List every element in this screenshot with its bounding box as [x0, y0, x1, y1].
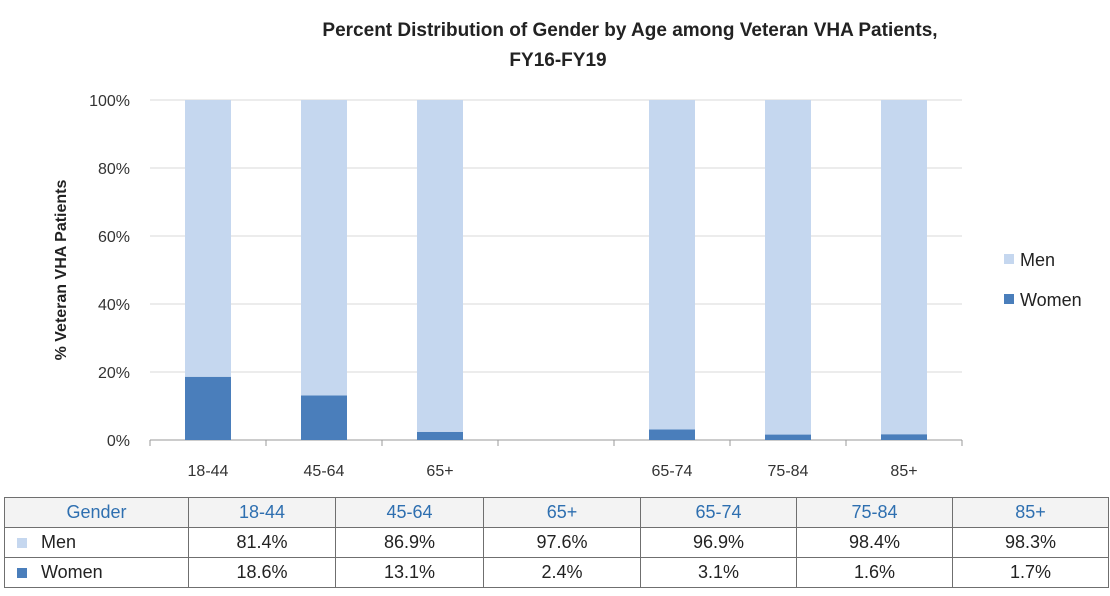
table-cell: 18.6%	[188, 557, 336, 588]
x-tick-label: 65-74	[652, 463, 693, 480]
x-tick-label: 45-64	[304, 463, 345, 480]
row-label-women: Women	[41, 562, 103, 582]
table-cell: 86.9%	[335, 527, 484, 558]
bar-women-85+	[881, 434, 927, 440]
bar-women-75-84	[765, 434, 811, 440]
bar-men-65-74	[649, 100, 695, 430]
table-row-men: Men 81.4% 86.9% 97.6% 96.9% 98.4% 98.3%	[4, 527, 1109, 558]
chart-title-line-1: Percent Distribution of Gender by Age am…	[322, 20, 937, 41]
table-header-cell: 65+	[483, 497, 641, 528]
data-table: Gender 18-44 45-64 65+ 65-74 75-84 85+ M…	[4, 497, 1109, 588]
x-tick-labels: 18-44 45-64 65+ 65-74 75-84 85+	[188, 463, 918, 480]
legend-swatch-men	[1004, 254, 1014, 264]
y-axis-label: % Veteran VHA Patients	[53, 180, 70, 361]
bar-women-65+	[417, 431, 463, 440]
x-tick-label: 85+	[890, 463, 917, 480]
table-row-women: Women 18.6% 13.1% 2.4% 3.1% 1.6% 1.7%	[4, 557, 1109, 588]
bar-men-65+	[417, 100, 463, 432]
legend-label-men: Men	[1020, 250, 1055, 270]
legend-label-women: Women	[1020, 290, 1082, 310]
y-tick-label: 100%	[89, 93, 130, 110]
table-header-cell: 65-74	[640, 497, 797, 528]
table-row-label: Women	[4, 557, 189, 588]
table-cell: 3.1%	[640, 557, 797, 588]
women-swatch	[17, 568, 27, 579]
legend: Men Women	[1004, 250, 1082, 310]
bar-women-65-74	[649, 429, 695, 440]
table-header-cell: 85+	[952, 497, 1109, 528]
table-cell: 98.4%	[796, 527, 953, 558]
men-swatch	[17, 538, 27, 549]
legend-swatch-women	[1004, 294, 1014, 304]
y-tick-label: 0%	[107, 433, 130, 450]
gridlines	[149, 99, 963, 446]
y-tick-labels: 0% 20% 40% 60% 80% 100%	[89, 93, 130, 450]
bar-men-85+	[881, 100, 927, 435]
table-cell: 13.1%	[335, 557, 484, 588]
table-cell: 1.7%	[952, 557, 1109, 588]
row-label-men: Men	[41, 532, 77, 552]
y-tick-label: 20%	[98, 365, 130, 382]
bar-men-45-64	[301, 100, 347, 396]
bar-men-75-84	[765, 100, 811, 435]
table-cell: 98.3%	[952, 527, 1109, 558]
table-cell: 2.4%	[483, 557, 641, 588]
table-cell: 1.6%	[796, 557, 953, 588]
table-header-cell: 18-44	[188, 497, 336, 528]
table-header-cell: Gender	[4, 497, 189, 528]
chart-title-line-2: FY16-FY19	[509, 50, 606, 71]
table-cell: 97.6%	[483, 527, 641, 558]
bar-men-18-44	[185, 100, 231, 377]
table-row-label: Men	[4, 527, 189, 558]
y-tick-label: 60%	[98, 229, 130, 246]
x-tick-label: 65+	[426, 463, 453, 480]
y-tick-label: 80%	[98, 161, 130, 178]
bar-women-45-64	[301, 395, 347, 440]
table-header-cell: 45-64	[335, 497, 484, 528]
bars	[185, 100, 927, 440]
y-tick-label: 40%	[98, 297, 130, 314]
chart: Percent Distribution of Gender by Age am…	[53, 20, 1082, 480]
table-cell: 96.9%	[640, 527, 797, 558]
table-header-cell: 75-84	[796, 497, 953, 528]
x-tick-label: 18-44	[188, 463, 229, 480]
bar-women-18-44	[185, 376, 231, 440]
table-cell: 81.4%	[188, 527, 336, 558]
table-header-row: Gender 18-44 45-64 65+ 65-74 75-84 85+	[4, 497, 1109, 528]
x-tick-label: 75-84	[768, 463, 809, 480]
